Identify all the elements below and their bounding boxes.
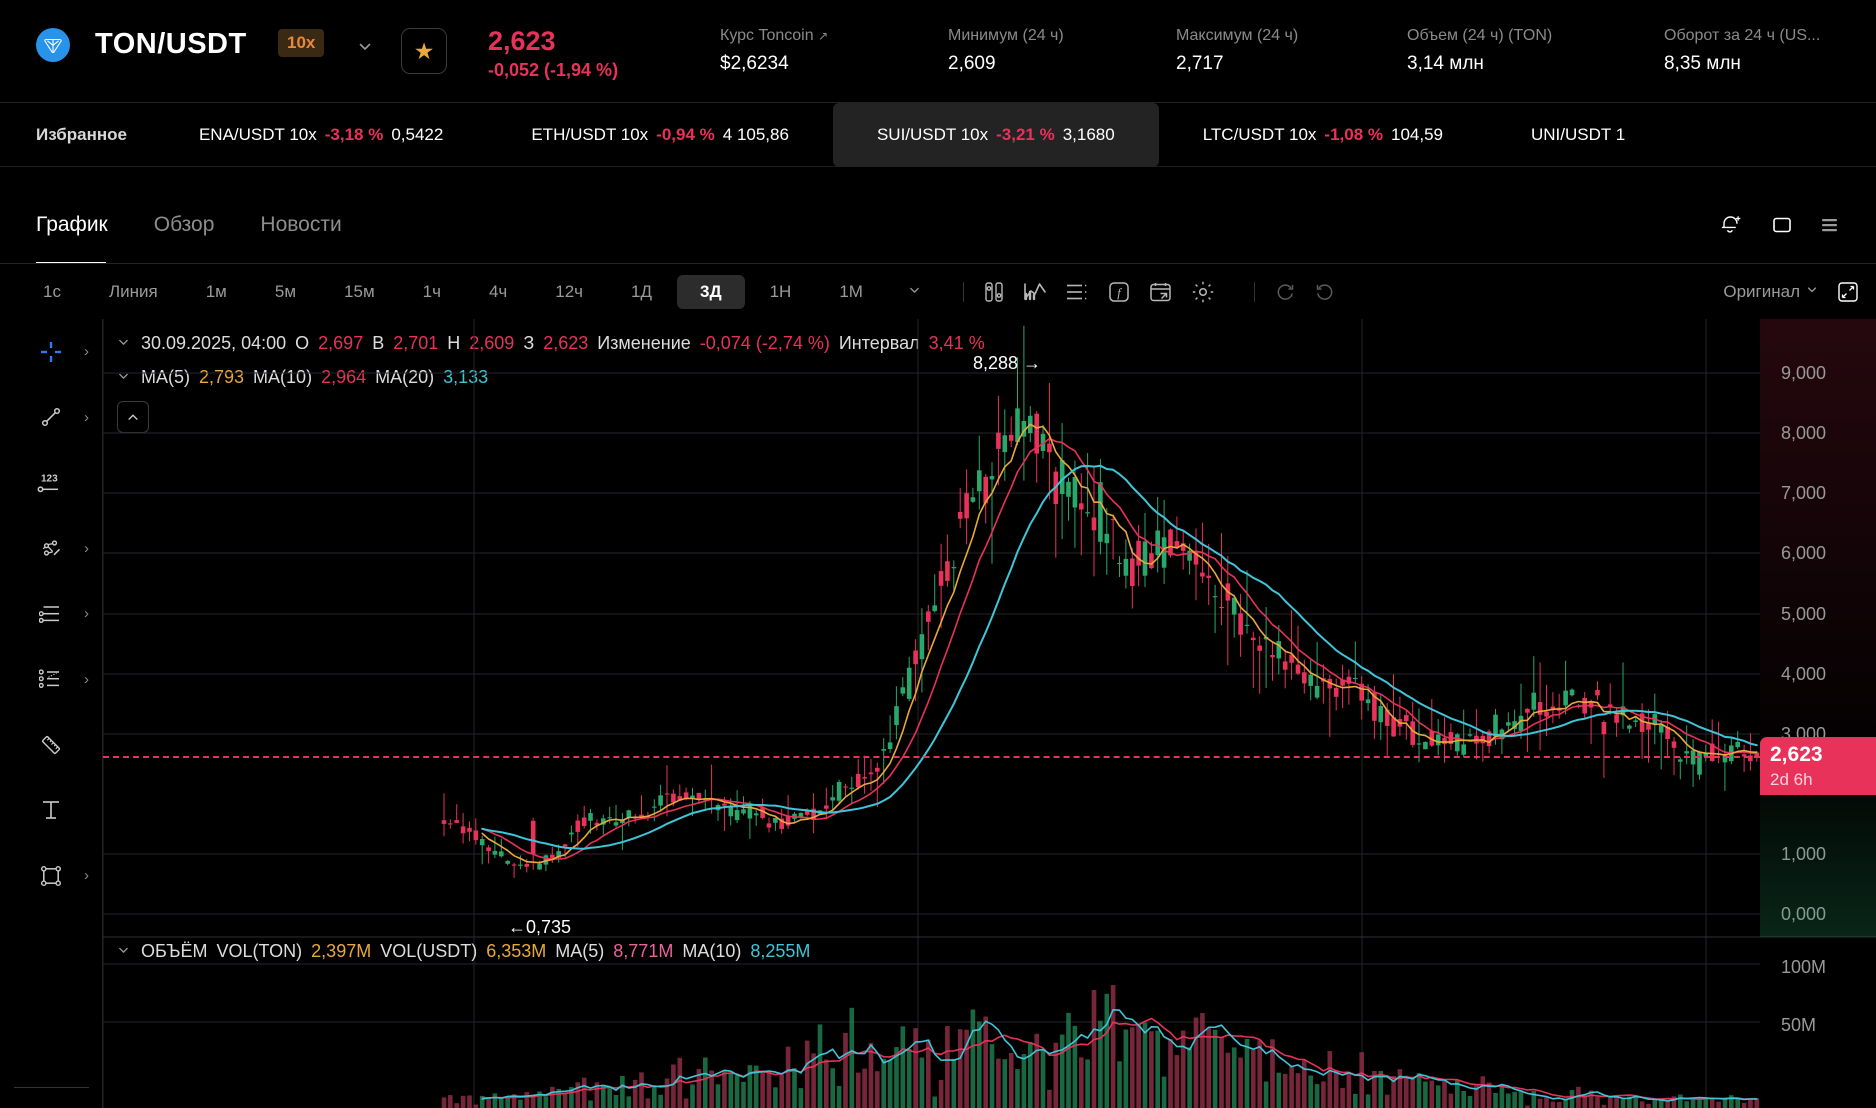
svg-text:f: f bbox=[1117, 285, 1122, 299]
svg-text:123: 123 bbox=[41, 473, 58, 484]
